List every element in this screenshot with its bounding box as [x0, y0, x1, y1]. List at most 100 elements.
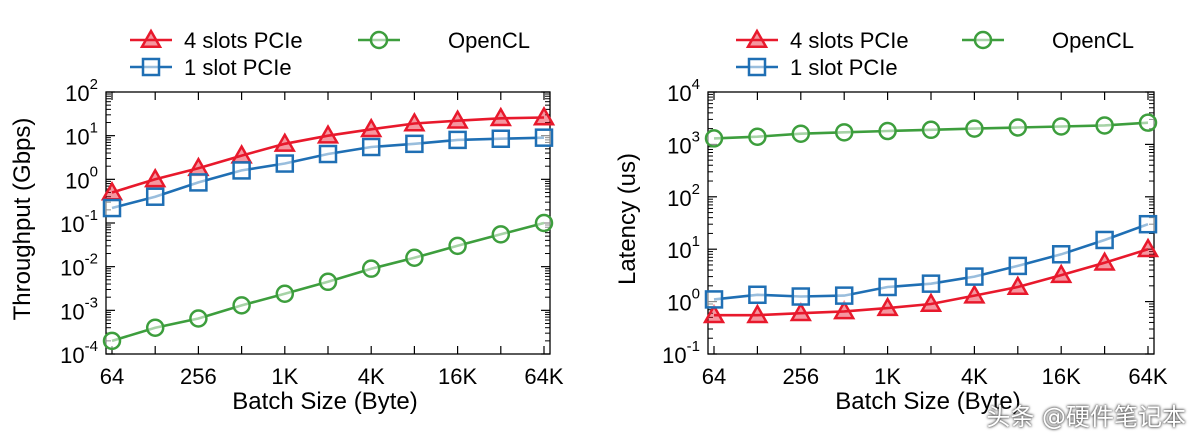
- latency-chart: 10-1 100 101 102 103 104 64 256 1K 4K 16K 64K Batch …: [614, 28, 1168, 415]
- legend-entry: 1 slot PCIe: [736, 55, 898, 80]
- data-point-circle: [1095, 116, 1114, 135]
- data-point-circle: [921, 120, 941, 140]
- y-tick-label: 10-3: [60, 294, 98, 324]
- data-point-triangle: [1006, 275, 1029, 295]
- data-point-triangle: [144, 167, 167, 188]
- y-tick-label: 10-1: [662, 338, 700, 368]
- y-tick-label: 100: [667, 286, 700, 316]
- x-tick-label: 4K: [961, 364, 988, 389]
- data-point-square: [491, 129, 511, 148]
- data-point-circle: [748, 127, 767, 146]
- y-axis-label: Latency (us): [614, 153, 641, 285]
- data-point-square: [275, 154, 295, 173]
- data-point-triangle: [1136, 237, 1160, 258]
- x-tick-label: 64: [702, 364, 726, 389]
- y-tick-label: 101: [65, 120, 98, 150]
- data-point-square: [921, 274, 941, 293]
- legend-label: OpenCL: [1052, 28, 1134, 53]
- legend-entry: OpenCL: [358, 28, 530, 53]
- x-tick-label: 256: [180, 364, 217, 389]
- data-point-triangle: [360, 117, 383, 138]
- legend-entry: 4 slots PCIe: [130, 28, 303, 53]
- data-point-circle: [405, 248, 424, 268]
- legend-label: 4 slots PCIe: [790, 28, 909, 53]
- x-tick-label: 16K: [438, 364, 477, 389]
- data-point-square: [1138, 214, 1158, 234]
- y-tick-label: 102: [65, 76, 98, 106]
- legend-marker: [141, 57, 161, 77]
- data-point-circle: [834, 123, 854, 142]
- legend-marker: [139, 28, 163, 48]
- x-tick-label: 64K: [1128, 364, 1167, 389]
- legend-marker: [369, 30, 389, 50]
- legend-entry: 1 slot PCIe: [130, 55, 292, 80]
- legend-label: 4 slots PCIe: [184, 28, 303, 53]
- x-tick-label: 1K: [271, 364, 298, 389]
- data-point-circle: [1051, 117, 1071, 136]
- data-point-circle: [318, 272, 338, 292]
- data-point-square: [704, 290, 724, 309]
- data-point-triangle: [532, 106, 556, 126]
- x-axis-label: Batch Size (Byte): [232, 388, 417, 415]
- data-point-triangle: [1050, 263, 1073, 284]
- watermark: 头条 @硬件笔记本: [986, 403, 1186, 431]
- y-tick-label: 10-1: [60, 207, 98, 237]
- legend-marker: [973, 30, 993, 50]
- legend-entry: OpenCL: [962, 28, 1134, 53]
- y-tick-label: 100: [65, 163, 98, 193]
- data-point-circle: [189, 309, 208, 328]
- y-tick-label: 10-2: [60, 251, 98, 281]
- data-point-circle: [491, 225, 511, 244]
- x-axis-label: Batch Size (Byte): [835, 388, 1020, 415]
- data-point-square: [145, 187, 165, 206]
- data-point-circle: [791, 124, 811, 143]
- data-point-circle: [448, 236, 467, 256]
- data-point-square: [405, 134, 424, 154]
- data-point-square: [1051, 245, 1071, 264]
- data-point-square: [965, 267, 984, 286]
- data-point-circle: [534, 213, 554, 233]
- y-tick-label: 101: [667, 233, 700, 263]
- data-point-square: [102, 198, 122, 218]
- throughput-chart: 10-4 10-3 10-2 10-1 100 101 102 64 256 1K 4K 16K 64K…: [9, 28, 564, 415]
- data-point-square: [232, 161, 251, 180]
- data-point-square: [318, 144, 338, 164]
- y-axis-label: Throughput (Gbps): [9, 118, 36, 321]
- y-tick-label: 102: [667, 181, 700, 211]
- data-point-triangle: [403, 111, 426, 132]
- data-point-square: [748, 285, 767, 305]
- data-point-circle: [1008, 118, 1028, 137]
- data-point-circle: [1138, 113, 1158, 132]
- data-point-triangle: [273, 132, 296, 152]
- series-line-triangle: [111, 116, 545, 194]
- data-point-circle: [965, 119, 984, 138]
- legend-marker: [747, 57, 767, 77]
- data-point-circle: [232, 296, 251, 315]
- data-point-triangle: [702, 303, 726, 324]
- x-tick-label: 16K: [1042, 364, 1081, 389]
- legend-label: 1 slot PCIe: [790, 55, 898, 80]
- data-point-triangle: [833, 299, 856, 320]
- x-tick-label: 64: [100, 364, 124, 389]
- y-tick-label: 103: [667, 128, 700, 158]
- data-point-circle: [275, 284, 295, 303]
- data-point-square: [791, 287, 811, 306]
- data-point-square: [189, 173, 208, 192]
- legend-label: 1 slot PCIe: [184, 55, 292, 80]
- legend-label: OpenCL: [448, 28, 530, 53]
- data-point-triangle: [963, 284, 986, 304]
- data-point-triangle: [789, 301, 812, 322]
- data-point-square: [878, 277, 897, 297]
- x-tick-label: 4K: [358, 364, 385, 389]
- data-point-triangle: [746, 303, 769, 324]
- data-point-square: [361, 137, 381, 157]
- data-point-circle: [145, 318, 165, 337]
- x-tick-label: 64K: [524, 364, 563, 389]
- data-point-triangle: [489, 106, 512, 127]
- legend-entry: 4 slots PCIe: [736, 28, 909, 53]
- series-line-triangle: [714, 247, 1149, 317]
- data-point-square: [1008, 256, 1028, 276]
- data-point-square: [1095, 230, 1114, 250]
- y-tick-label: 10-4: [60, 338, 98, 368]
